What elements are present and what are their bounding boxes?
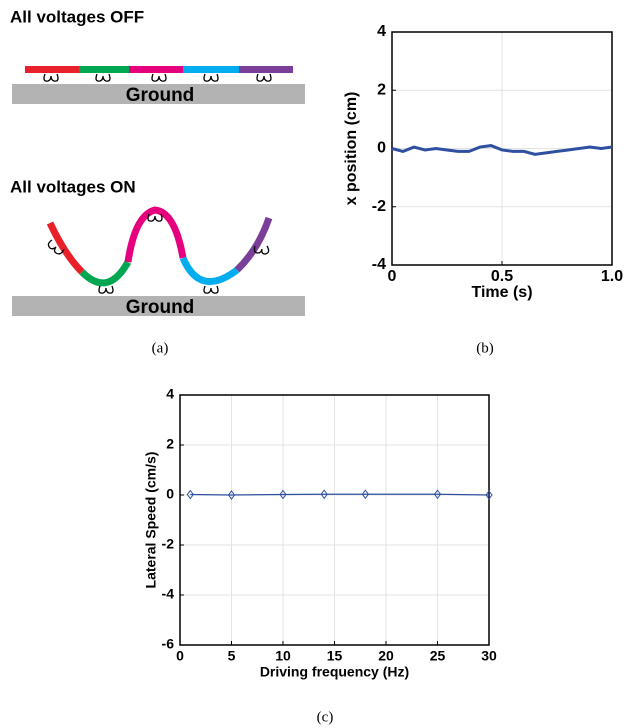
segment bbox=[183, 66, 239, 73]
segment bbox=[79, 66, 129, 73]
x-tick-label: 5 bbox=[228, 648, 236, 664]
y-tick-label: 4 bbox=[166, 386, 174, 402]
x-tick-label: 20 bbox=[378, 648, 394, 664]
diagram: All voltages OFF Ground All voltages ON bbox=[10, 7, 305, 356]
feet bbox=[47, 213, 270, 294]
ground bbox=[12, 84, 305, 104]
line bbox=[190, 493, 490, 496]
bent-body bbox=[46, 206, 273, 287]
y-tick-label: 0 bbox=[166, 486, 174, 502]
plot-frame bbox=[179, 394, 490, 646]
x-tick-label: 0 bbox=[176, 648, 184, 664]
marker bbox=[361, 489, 370, 500]
x-tick-label: 30 bbox=[481, 648, 497, 664]
y-axis-label: Lateral Speed (cm/s) bbox=[143, 452, 159, 589]
x-axis-label: Driving frequency (Hz) bbox=[260, 664, 409, 680]
y-tick-label: 2 bbox=[166, 436, 174, 452]
x-tick-label: 1.0 bbox=[601, 268, 623, 285]
y-tick-label: -6 bbox=[162, 636, 175, 652]
y-tick-label: 0 bbox=[377, 140, 386, 157]
segment bbox=[129, 66, 183, 73]
x-tick-label: 0 bbox=[388, 268, 397, 285]
x-tick-label: 25 bbox=[430, 648, 446, 664]
segment bbox=[25, 66, 79, 73]
marker bbox=[433, 489, 442, 500]
y-tick-label: 2 bbox=[377, 81, 386, 98]
caption: (c) bbox=[317, 709, 334, 725]
y-tick-label: -2 bbox=[372, 198, 386, 215]
marker bbox=[186, 489, 194, 500]
y-tick-label: -4 bbox=[162, 586, 175, 602]
x-axis-label: Time (s) bbox=[471, 284, 532, 301]
ground bbox=[12, 296, 305, 316]
y-tick-label: 4 bbox=[377, 23, 386, 40]
y-tick-label: -2 bbox=[162, 536, 175, 552]
x-tick-label: 15 bbox=[327, 648, 343, 664]
ground-label: Ground bbox=[126, 85, 195, 106]
caption: (b) bbox=[476, 340, 494, 356]
segment bbox=[239, 66, 293, 73]
line bbox=[391, 144, 613, 156]
on-title: All voltages ON bbox=[10, 177, 136, 196]
off-title: All voltages OFF bbox=[10, 7, 144, 26]
x-tick-label: 10 bbox=[275, 648, 291, 664]
y-tick-label: -4 bbox=[372, 256, 386, 273]
x-tick-label: 0.5 bbox=[491, 268, 513, 285]
marker bbox=[320, 489, 328, 500]
marker bbox=[227, 490, 236, 500]
caption: (a) bbox=[152, 340, 169, 356]
marker bbox=[279, 489, 287, 500]
feet bbox=[43, 73, 272, 82]
marker bbox=[485, 490, 493, 500]
y-axis-label: x position (cm) bbox=[343, 92, 360, 206]
ground-label: Ground bbox=[126, 297, 195, 318]
